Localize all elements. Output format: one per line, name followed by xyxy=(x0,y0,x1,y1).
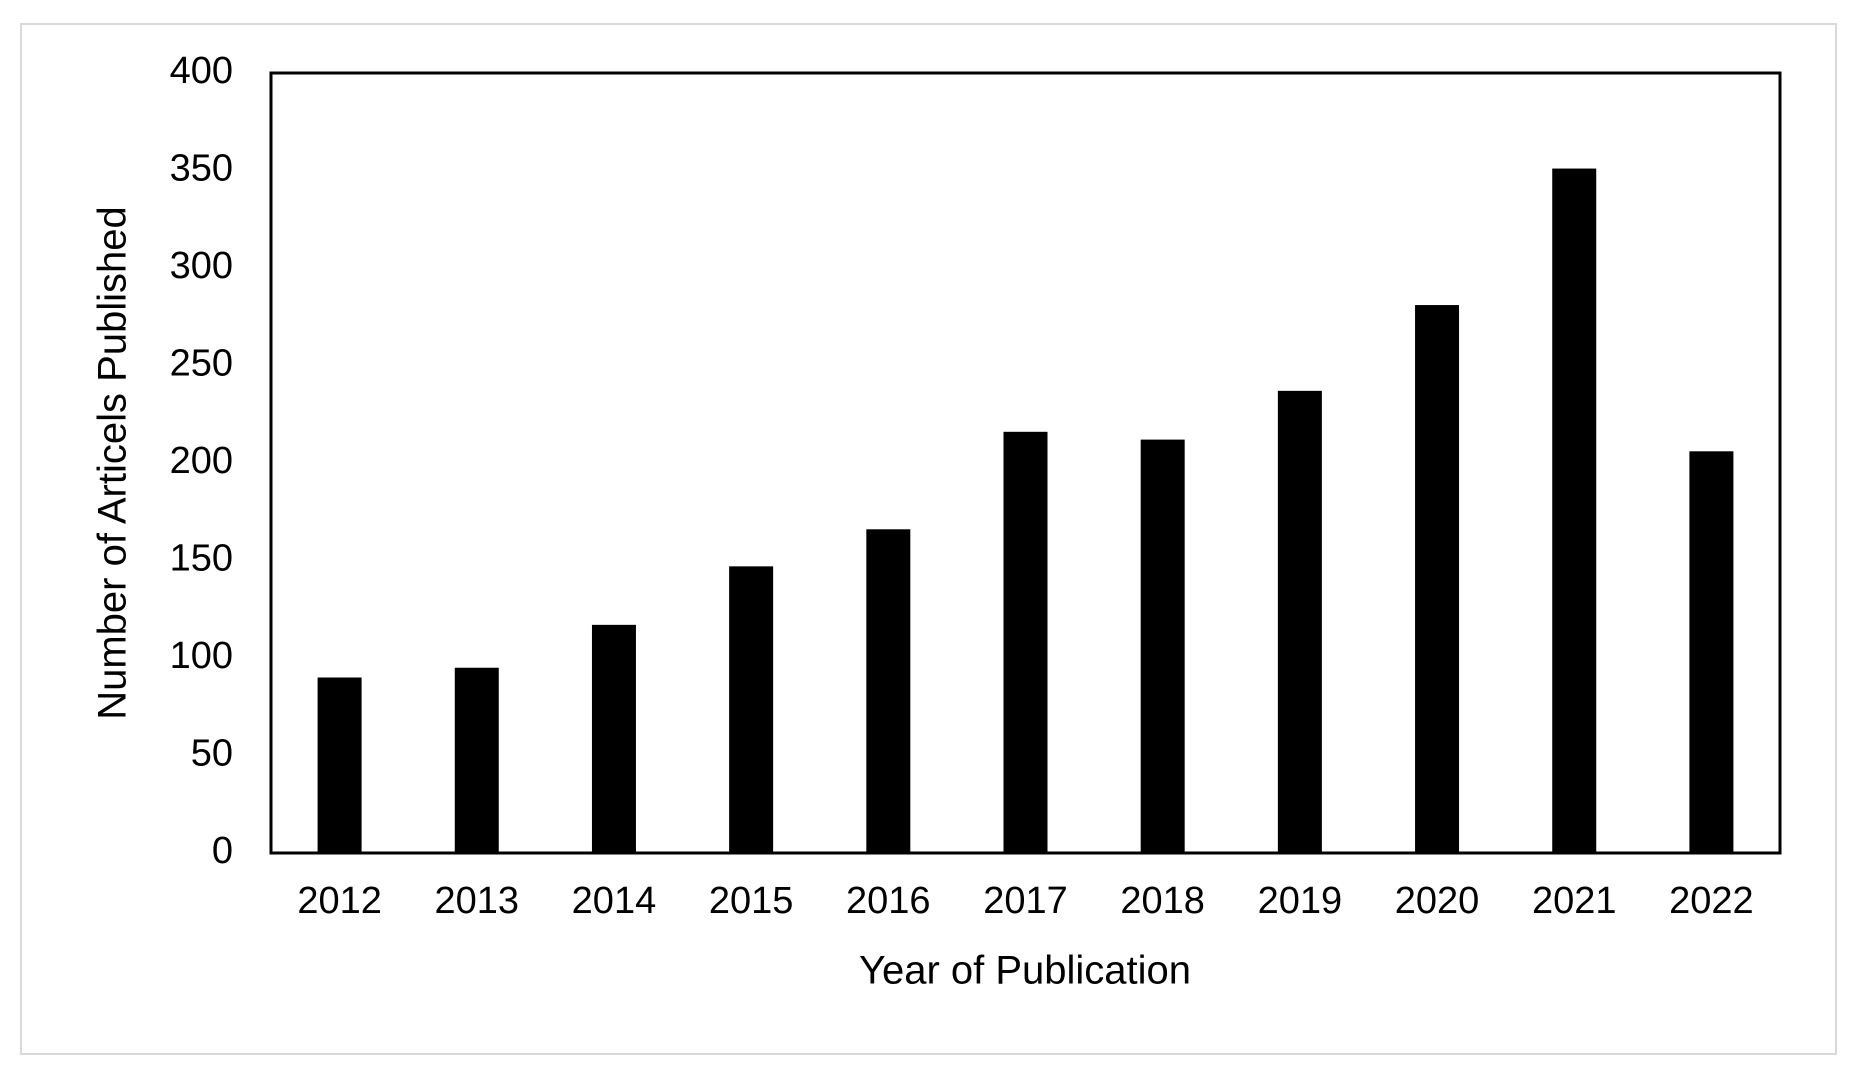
x-tick-label: 2021 xyxy=(1532,880,1617,922)
bar xyxy=(1415,305,1460,853)
y-tick-label: 300 xyxy=(170,245,233,287)
y-axis-title: Number of Articels Published xyxy=(91,206,135,720)
x-tick-label: 2013 xyxy=(434,880,519,922)
y-tick-label: 200 xyxy=(170,440,233,482)
bar xyxy=(1140,439,1185,853)
bar xyxy=(1003,431,1048,853)
y-tick-label: 100 xyxy=(170,635,233,677)
x-tick-label: 2015 xyxy=(709,880,794,922)
y-tick-label: 350 xyxy=(170,148,233,190)
bar xyxy=(1689,451,1734,853)
x-axis-title: Year of Publication xyxy=(859,949,1191,993)
bar xyxy=(454,667,499,853)
x-tick-label: 2022 xyxy=(1669,880,1754,922)
bar xyxy=(317,677,362,853)
x-tick-label: 2012 xyxy=(297,880,382,922)
bar xyxy=(591,624,636,853)
x-tick-label: 2019 xyxy=(1258,880,1343,922)
x-tick-label: 2017 xyxy=(983,880,1068,922)
y-tick-label: 400 xyxy=(170,50,233,92)
y-tick-label: 250 xyxy=(170,343,233,385)
bar xyxy=(1552,168,1597,854)
chart-border xyxy=(20,23,1837,1055)
y-tick-label: 150 xyxy=(170,538,233,580)
bar xyxy=(866,529,911,853)
x-tick-label: 2020 xyxy=(1395,880,1480,922)
x-tick-label: 2018 xyxy=(1120,880,1205,922)
x-tick-label: 2016 xyxy=(846,880,931,922)
bar xyxy=(729,566,774,853)
y-tick-label: 0 xyxy=(212,830,233,872)
bar xyxy=(1277,390,1322,853)
y-tick-label: 50 xyxy=(191,733,233,775)
x-tick-label: 2014 xyxy=(572,880,657,922)
